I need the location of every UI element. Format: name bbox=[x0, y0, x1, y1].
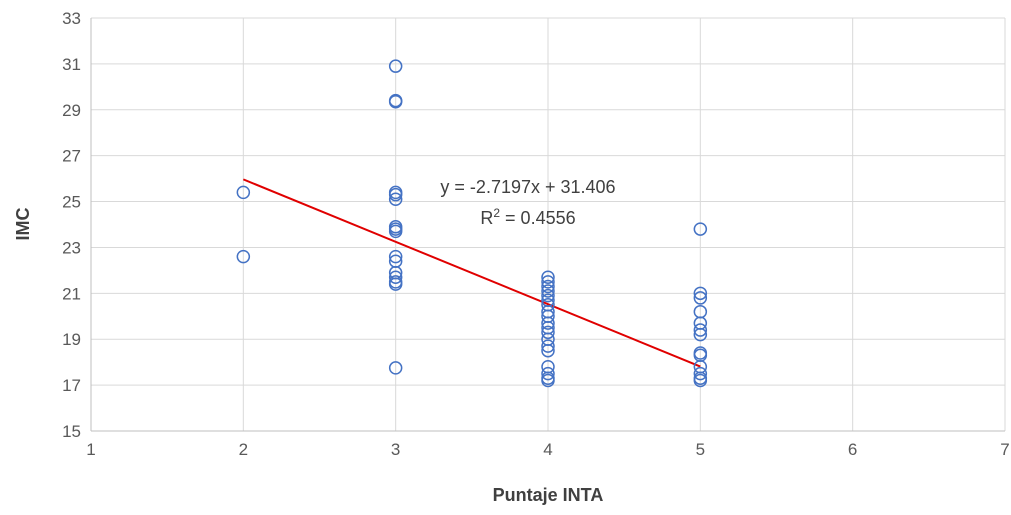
y-tick-label: 27 bbox=[62, 147, 81, 166]
data-point bbox=[693, 286, 708, 301]
data-point bbox=[693, 222, 708, 236]
x-tick-label: 7 bbox=[1000, 440, 1009, 459]
data-point bbox=[388, 249, 403, 264]
data-point bbox=[388, 94, 403, 109]
data-point bbox=[541, 279, 555, 294]
data-point bbox=[693, 366, 708, 381]
data-points bbox=[236, 59, 708, 388]
data-point bbox=[541, 339, 555, 353]
x-tick-labels: 1 2 3 4 5 6 7 bbox=[86, 440, 1009, 459]
data-point bbox=[541, 343, 555, 358]
y-tick-label: 23 bbox=[62, 238, 81, 257]
data-point bbox=[388, 192, 403, 207]
data-point bbox=[388, 277, 403, 291]
data-point bbox=[541, 284, 555, 298]
data-point bbox=[388, 361, 403, 375]
data-point bbox=[388, 187, 403, 202]
y-tick-label: 33 bbox=[62, 9, 81, 28]
data-point bbox=[541, 325, 555, 340]
data-point bbox=[388, 270, 403, 285]
data-point bbox=[236, 185, 251, 200]
y-tick-label: 15 bbox=[62, 422, 81, 441]
data-point bbox=[541, 270, 555, 285]
data-point bbox=[541, 275, 555, 289]
x-tick-label: 3 bbox=[391, 440, 400, 459]
data-point bbox=[693, 327, 708, 342]
y-tick-label: 29 bbox=[62, 101, 81, 120]
y-tick-label: 31 bbox=[62, 55, 81, 74]
x-tick-label: 4 bbox=[543, 440, 552, 459]
trendline bbox=[242, 178, 701, 368]
r-squared-label: R2 = 0.4556 bbox=[480, 206, 575, 228]
data-point bbox=[541, 316, 555, 330]
x-tick-label: 2 bbox=[239, 440, 248, 459]
x-tick-label: 6 bbox=[848, 440, 857, 459]
trendline-equation: y = -2.7197x + 31.406 bbox=[440, 177, 615, 197]
y-tick-label: 21 bbox=[62, 284, 81, 303]
data-point bbox=[388, 59, 403, 73]
x-tick-label: 1 bbox=[86, 440, 95, 459]
y-tick-labels: 15 17 19 21 23 25 27 29 31 33 bbox=[62, 9, 81, 441]
data-point bbox=[693, 323, 708, 337]
grid-lines bbox=[91, 17, 1006, 431]
data-point bbox=[541, 288, 555, 303]
x-axis-title: Puntaje INTA bbox=[493, 485, 604, 505]
trendline-group bbox=[242, 178, 701, 368]
y-tick-label: 25 bbox=[62, 193, 81, 212]
y-tick-label: 19 bbox=[62, 330, 81, 349]
data-point bbox=[541, 373, 555, 388]
data-point bbox=[693, 373, 708, 388]
data-point bbox=[388, 224, 403, 239]
data-point bbox=[693, 291, 708, 305]
y-axis-title: IMC bbox=[13, 208, 33, 241]
x-tick-label: 5 bbox=[696, 440, 705, 459]
data-point bbox=[236, 249, 251, 264]
data-point bbox=[541, 366, 555, 381]
y-tick-label: 17 bbox=[62, 376, 81, 395]
axes bbox=[90, 18, 1005, 432]
